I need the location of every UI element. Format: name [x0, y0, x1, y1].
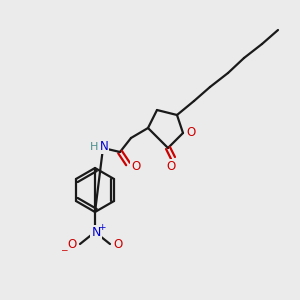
Text: O: O [113, 238, 123, 251]
Text: O: O [167, 160, 176, 172]
Text: O: O [186, 125, 196, 139]
Text: +: + [98, 223, 106, 232]
Text: H: H [90, 142, 98, 152]
Text: O: O [131, 160, 141, 172]
Text: N: N [100, 140, 108, 154]
Text: N: N [91, 226, 101, 238]
Text: O: O [68, 238, 76, 251]
Text: −: − [60, 245, 68, 254]
